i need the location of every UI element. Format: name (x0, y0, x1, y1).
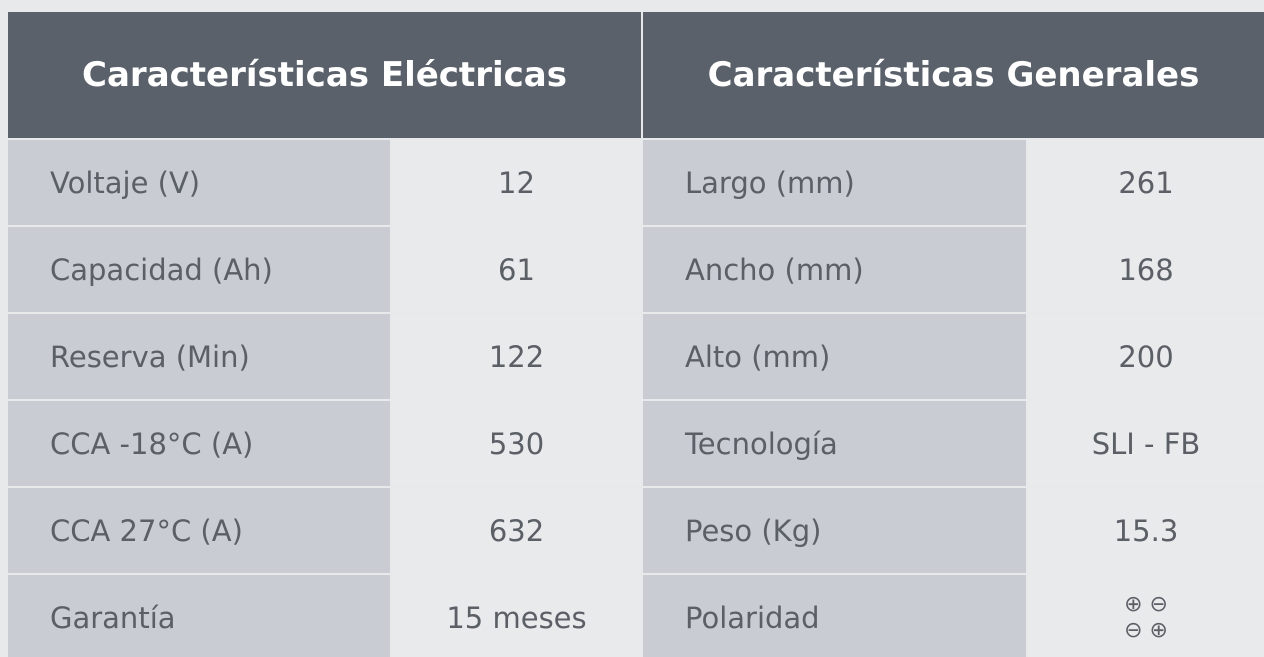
row-value: 632 (392, 488, 641, 573)
row-value: 530 (392, 401, 641, 486)
polarity-cell: ⊕ ⊖ ⊖ ⊕ (1028, 575, 1264, 657)
row-label: Voltaje (V) (8, 140, 390, 225)
polarity-line: ⊕ ⊖ (1124, 591, 1168, 617)
table-title: Características Eléctricas (8, 12, 641, 138)
row-label: Ancho (mm) (643, 227, 1026, 312)
row-value: 168 (1028, 227, 1264, 312)
row-label: CCA 27°C (A) (8, 488, 390, 573)
row-label: CCA -18°C (A) (8, 401, 390, 486)
row-label: Peso (Kg) (643, 488, 1026, 573)
row-value: SLI - FB (1028, 401, 1264, 486)
row-value: 261 (1028, 140, 1264, 225)
row-value: 15 meses (392, 575, 641, 657)
spec-table: Características Eléctricas Voltaje (V) 12 C… (8, 12, 641, 657)
row-label: Tecnología (643, 401, 1026, 486)
row-label: Capacidad (Ah) (8, 227, 390, 312)
row-label: Alto (mm) (643, 314, 1026, 399)
polarity-line: ⊖ ⊕ (1124, 617, 1168, 643)
row-value: 200 (1028, 314, 1264, 399)
row-label: Largo (mm) (643, 140, 1026, 225)
spec-table: Características Generales Largo (mm) 261 An… (643, 12, 1264, 657)
row-value: 122 (392, 314, 641, 399)
row-label: Reserva (Min) (8, 314, 390, 399)
table-title: Características Generales (643, 12, 1264, 138)
spec-tables: Características Eléctricas Voltaje (V) 12 C… (8, 12, 1264, 657)
row-label: Garantía (8, 575, 390, 657)
row-value: 15.3 (1028, 488, 1264, 573)
row-value: 12 (392, 140, 641, 225)
row-value: 61 (392, 227, 641, 312)
row-label: Polaridad (643, 575, 1026, 657)
